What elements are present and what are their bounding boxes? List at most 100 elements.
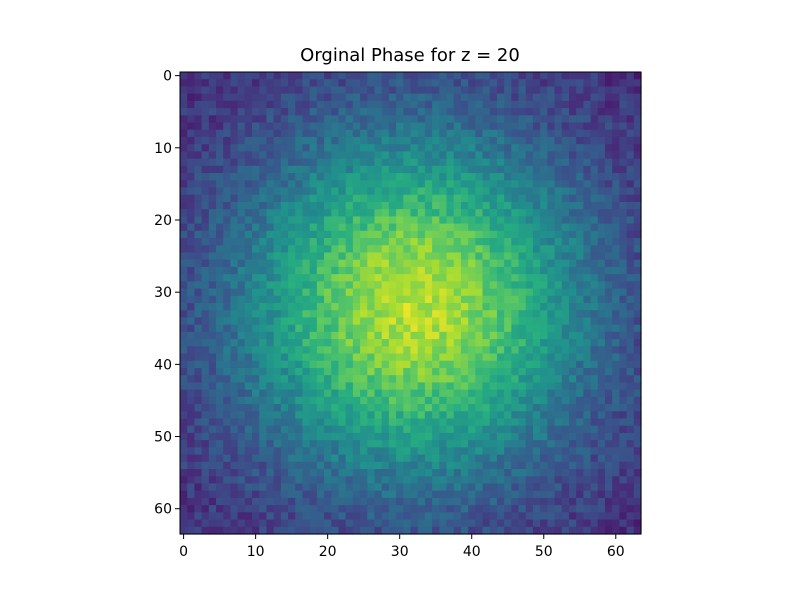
heatmap-cell	[396, 100, 404, 109]
heatmap-cell	[453, 151, 462, 160]
heatmap-cell	[381, 418, 390, 427]
heatmap-cell	[496, 317, 505, 326]
heatmap-cell	[532, 245, 541, 254]
heatmap-cell	[230, 317, 239, 326]
heatmap-cell	[583, 331, 592, 340]
heatmap-cell	[432, 360, 440, 369]
heatmap-cell	[496, 331, 505, 340]
heatmap-cell	[180, 230, 188, 239]
heatmap-cell	[280, 259, 289, 268]
heatmap-cell	[244, 497, 253, 506]
heatmap-cell	[518, 461, 527, 470]
heatmap-cell	[561, 266, 570, 275]
heatmap-cell	[187, 100, 195, 109]
heatmap-cell	[446, 454, 455, 463]
heatmap-cell	[590, 158, 599, 167]
heatmap-cell	[360, 317, 368, 326]
heatmap-cell	[244, 158, 253, 167]
heatmap-cell	[381, 339, 390, 347]
heatmap-cell	[590, 151, 599, 160]
heatmap-cell	[619, 469, 628, 477]
heatmap-cell	[280, 252, 289, 261]
heatmap-cell	[187, 497, 195, 506]
heatmap-cell	[439, 331, 448, 340]
heatmap-cell	[194, 173, 203, 181]
heatmap-cell	[532, 79, 541, 88]
heatmap-cell	[302, 490, 311, 499]
heatmap-cell	[489, 108, 498, 116]
heatmap-cell	[417, 216, 426, 225]
heatmap-cell	[194, 396, 203, 405]
heatmap-cell	[518, 382, 527, 391]
heatmap-cell	[489, 331, 498, 340]
heatmap-cell	[424, 108, 433, 116]
heatmap-cell	[338, 461, 347, 470]
heatmap-cell	[374, 454, 383, 463]
heatmap-cell	[597, 100, 606, 109]
heatmap-cell	[216, 331, 224, 340]
heatmap-cell	[360, 440, 368, 448]
heatmap-cell	[187, 512, 195, 521]
heatmap-cell	[237, 303, 246, 311]
heatmap-cell	[374, 295, 383, 304]
heatmap-cell	[482, 266, 491, 275]
heatmap-cell	[252, 317, 260, 326]
heatmap-cell	[597, 266, 606, 275]
heatmap-cell	[266, 425, 275, 434]
heatmap-cell	[396, 418, 404, 427]
heatmap-cell	[374, 122, 383, 131]
heatmap-cell	[396, 396, 404, 405]
heatmap-cell	[302, 310, 311, 319]
heatmap-cell	[561, 404, 570, 412]
heatmap-cell	[309, 303, 318, 311]
heatmap-cell	[223, 317, 232, 326]
heatmap-cell	[345, 324, 354, 333]
heatmap-cell	[432, 375, 440, 384]
heatmap-cell	[468, 259, 476, 268]
heatmap-cell	[532, 223, 541, 232]
heatmap-cell	[410, 375, 419, 384]
heatmap-cell	[331, 317, 340, 326]
heatmap-cell	[208, 476, 217, 485]
heatmap-cell	[432, 165, 440, 174]
heatmap-cell	[216, 497, 224, 506]
heatmap-cell	[208, 223, 217, 232]
heatmap-cell	[230, 375, 239, 384]
heatmap-cell	[482, 411, 491, 420]
heatmap-cell	[619, 216, 628, 225]
heatmap-cell	[619, 288, 628, 297]
heatmap-cell	[374, 382, 383, 391]
heatmap-cell	[576, 295, 584, 304]
heatmap-cell	[367, 266, 376, 275]
heatmap-cell	[316, 418, 325, 427]
heatmap-cell	[396, 158, 404, 167]
heatmap-cell	[201, 461, 210, 470]
heatmap-cell	[518, 512, 527, 521]
heatmap-cell	[216, 201, 224, 210]
heatmap-cell	[489, 526, 498, 535]
heatmap-cell	[295, 201, 304, 210]
heatmap-cell	[244, 201, 253, 210]
heatmap-cell	[352, 194, 361, 203]
heatmap-cell	[288, 136, 296, 145]
heatmap-cell	[259, 93, 268, 102]
heatmap-cell	[504, 266, 512, 275]
heatmap-cell	[590, 353, 599, 362]
heatmap-cell	[453, 72, 462, 80]
heatmap-cell	[468, 216, 476, 225]
heatmap-cell	[532, 310, 541, 319]
heatmap-cell	[244, 259, 253, 268]
heatmap-cell	[396, 331, 404, 340]
heatmap-cell	[410, 201, 419, 210]
heatmap-cell	[237, 295, 246, 304]
heatmap-cell	[288, 151, 296, 160]
heatmap-cell	[554, 180, 563, 189]
heatmap-cell	[453, 129, 462, 138]
heatmap-cell	[525, 79, 534, 88]
heatmap-cell	[381, 505, 390, 513]
heatmap-cell	[410, 245, 419, 254]
heatmap-cell	[532, 165, 541, 174]
heatmap-cell	[345, 367, 354, 376]
heatmap-cell	[208, 447, 217, 456]
heatmap-cell	[194, 483, 203, 492]
